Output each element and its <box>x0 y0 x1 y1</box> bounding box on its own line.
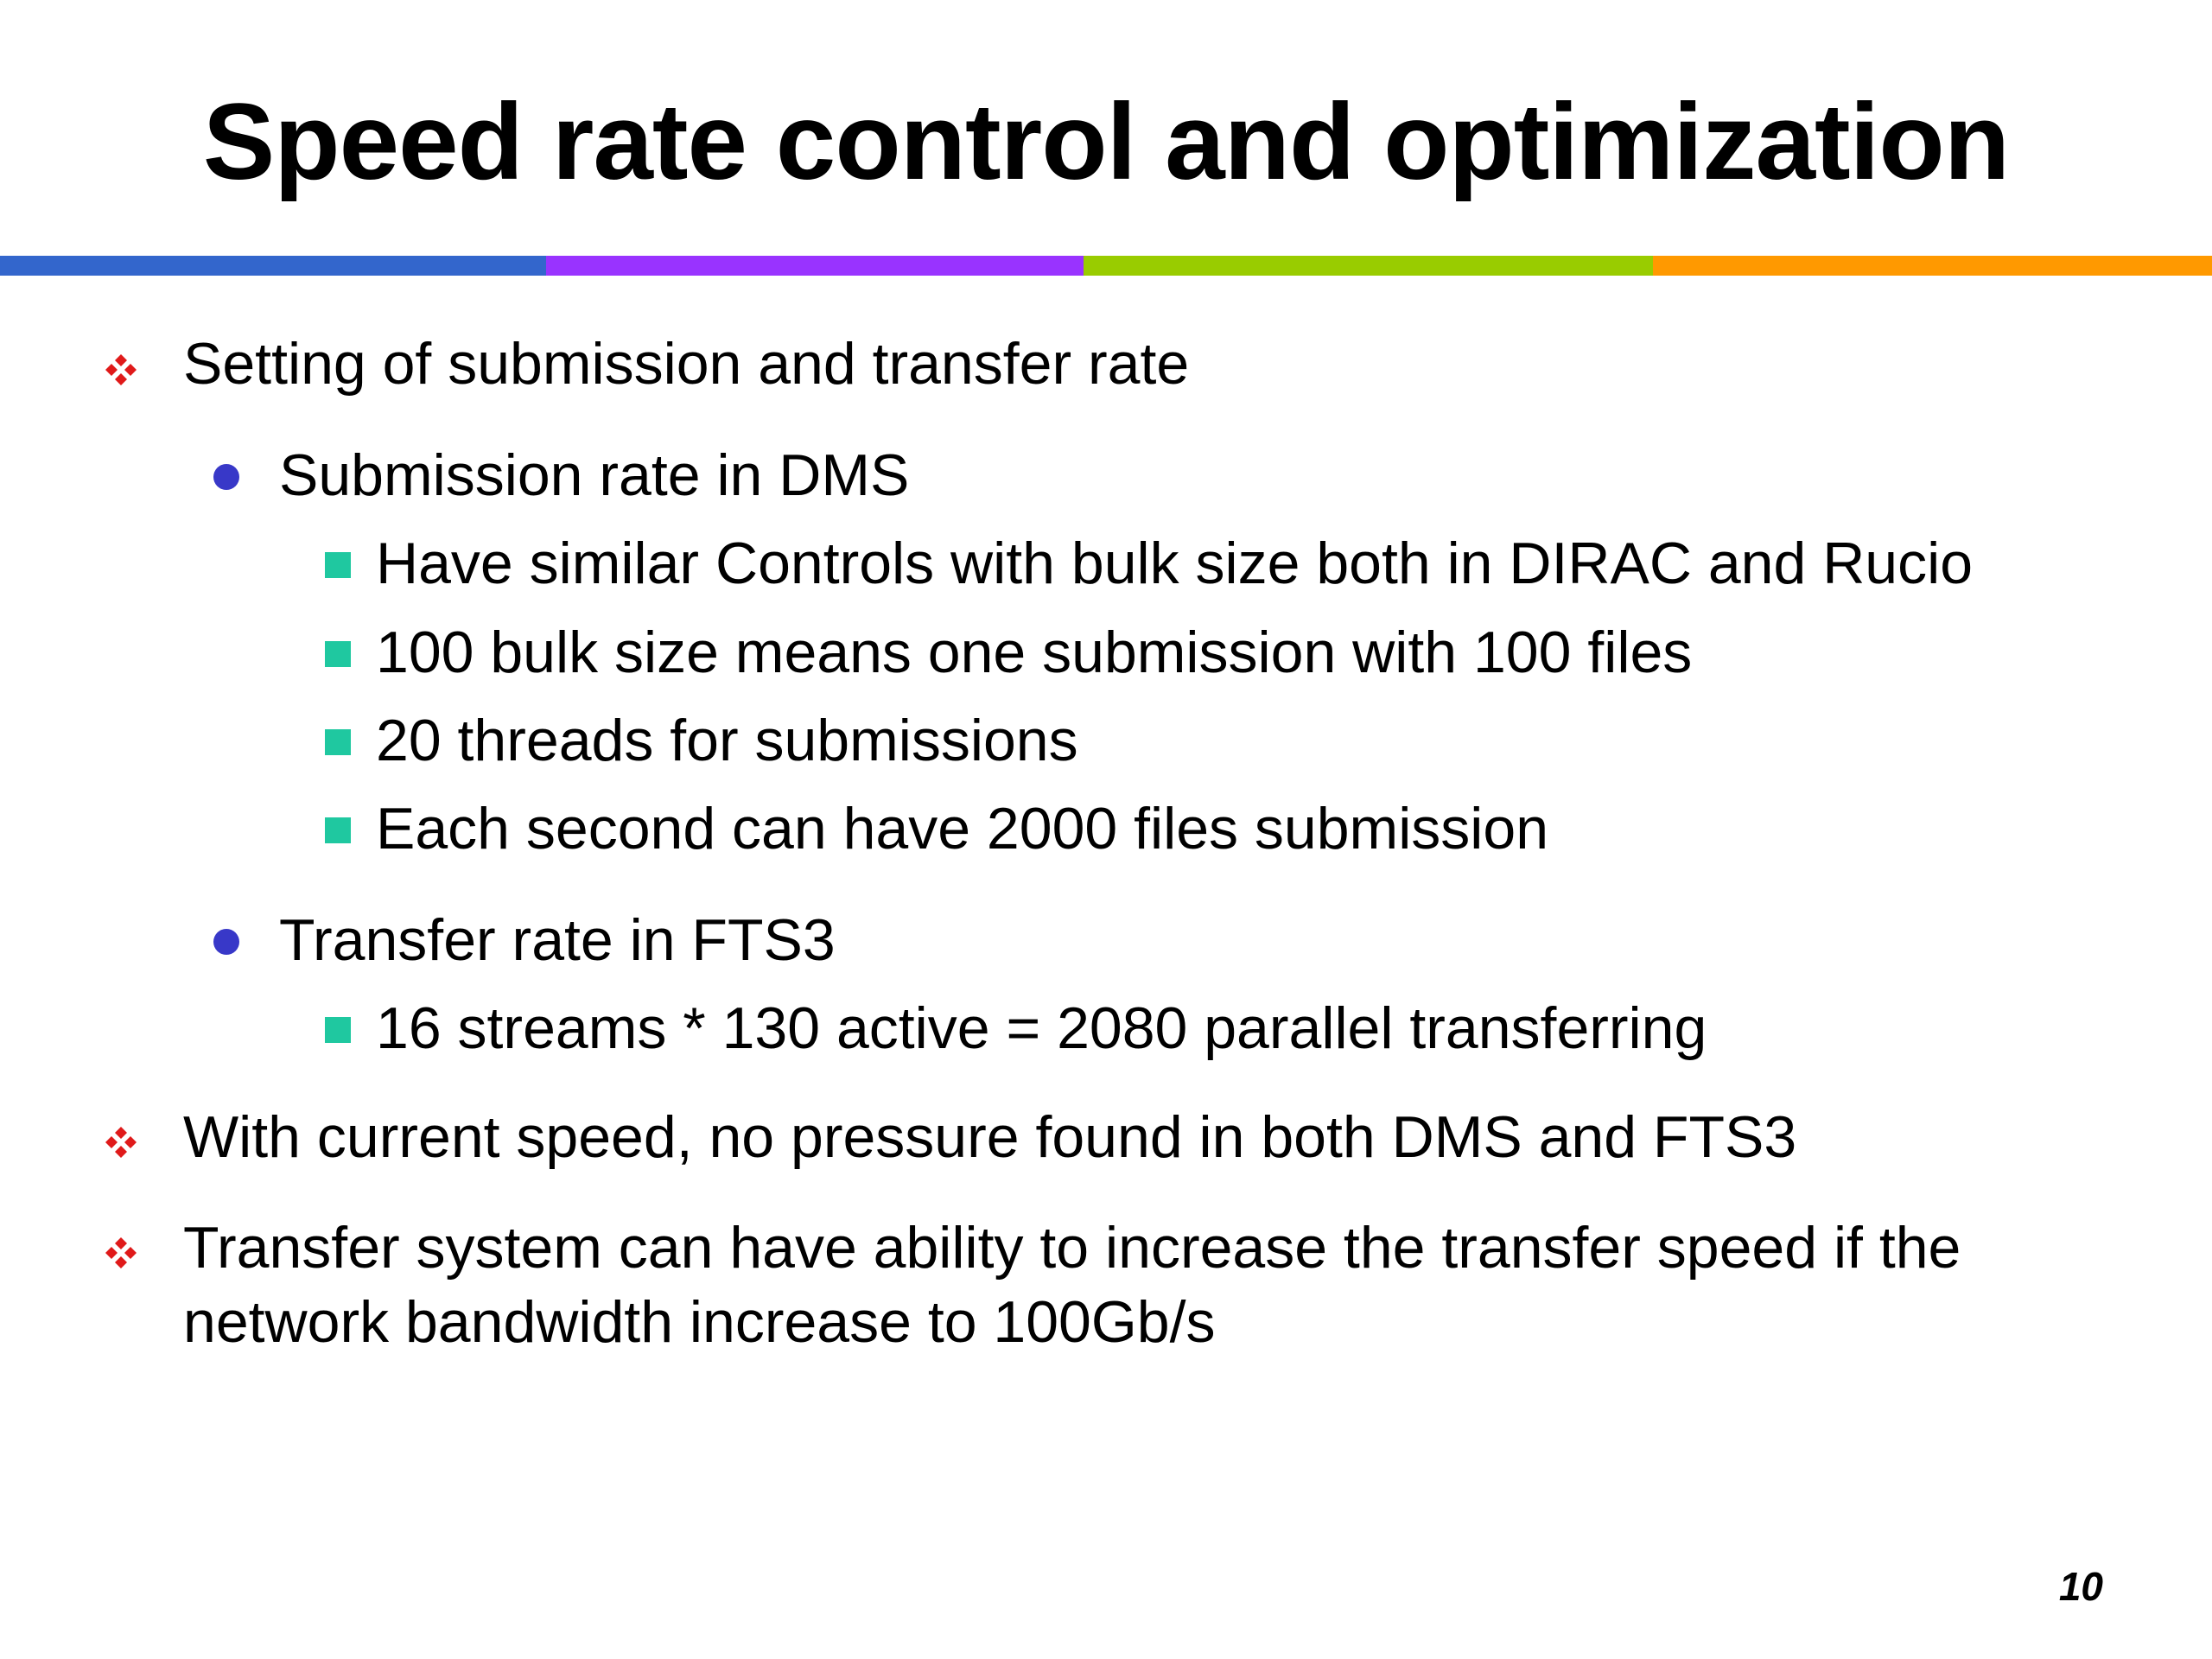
bullet-no-pressure: With current speed, no pressure found in… <box>183 1104 1797 1170</box>
bullet-files-per-second: Each second can have 2000 files submissi… <box>376 796 1549 861</box>
bullet-similar-controls: Have similar Controls with bulk size bot… <box>376 531 1974 596</box>
square-bullet-icon <box>325 817 351 843</box>
square-bullet-icon <box>325 729 351 755</box>
title-divider-segment-blue <box>0 256 546 276</box>
slide-title: Speed rate control and optimization <box>202 82 2010 202</box>
square-bullet-icon <box>325 552 351 578</box>
round-bullet-icon <box>213 464 239 490</box>
bullet-bandwidth-line-2: network bandwidth increase to 100Gb/s <box>183 1289 1216 1355</box>
bullet-bulk-size: 100 bulk size means one submission with … <box>376 620 1693 685</box>
diamond-bullet-icon <box>105 354 137 385</box>
bullet-submission-rate-dms: Submission rate in DMS <box>279 442 910 508</box>
bullet-bandwidth-line-1: Transfer system can have ability to incr… <box>183 1215 1961 1281</box>
bullet-setting-rates: Setting of submission and transfer rate <box>183 331 1190 397</box>
title-divider-segment-purple <box>546 256 1084 276</box>
bullet-parallel-streams: 16 streams * 130 active = 2080 parallel … <box>376 995 1707 1061</box>
bullet-threads: 20 threads for submissions <box>376 708 1078 773</box>
title-divider-segment-green <box>1084 256 1653 276</box>
round-bullet-icon <box>213 929 239 955</box>
bullet-transfer-rate-fts3: Transfer rate in FTS3 <box>279 907 836 973</box>
square-bullet-icon <box>325 1017 351 1043</box>
title-divider-segment-orange <box>1653 256 2212 276</box>
diamond-bullet-icon <box>105 1237 137 1268</box>
square-bullet-icon <box>325 641 351 667</box>
diamond-bullet-icon <box>105 1127 137 1158</box>
page-number: 10 <box>2058 1564 2103 1609</box>
